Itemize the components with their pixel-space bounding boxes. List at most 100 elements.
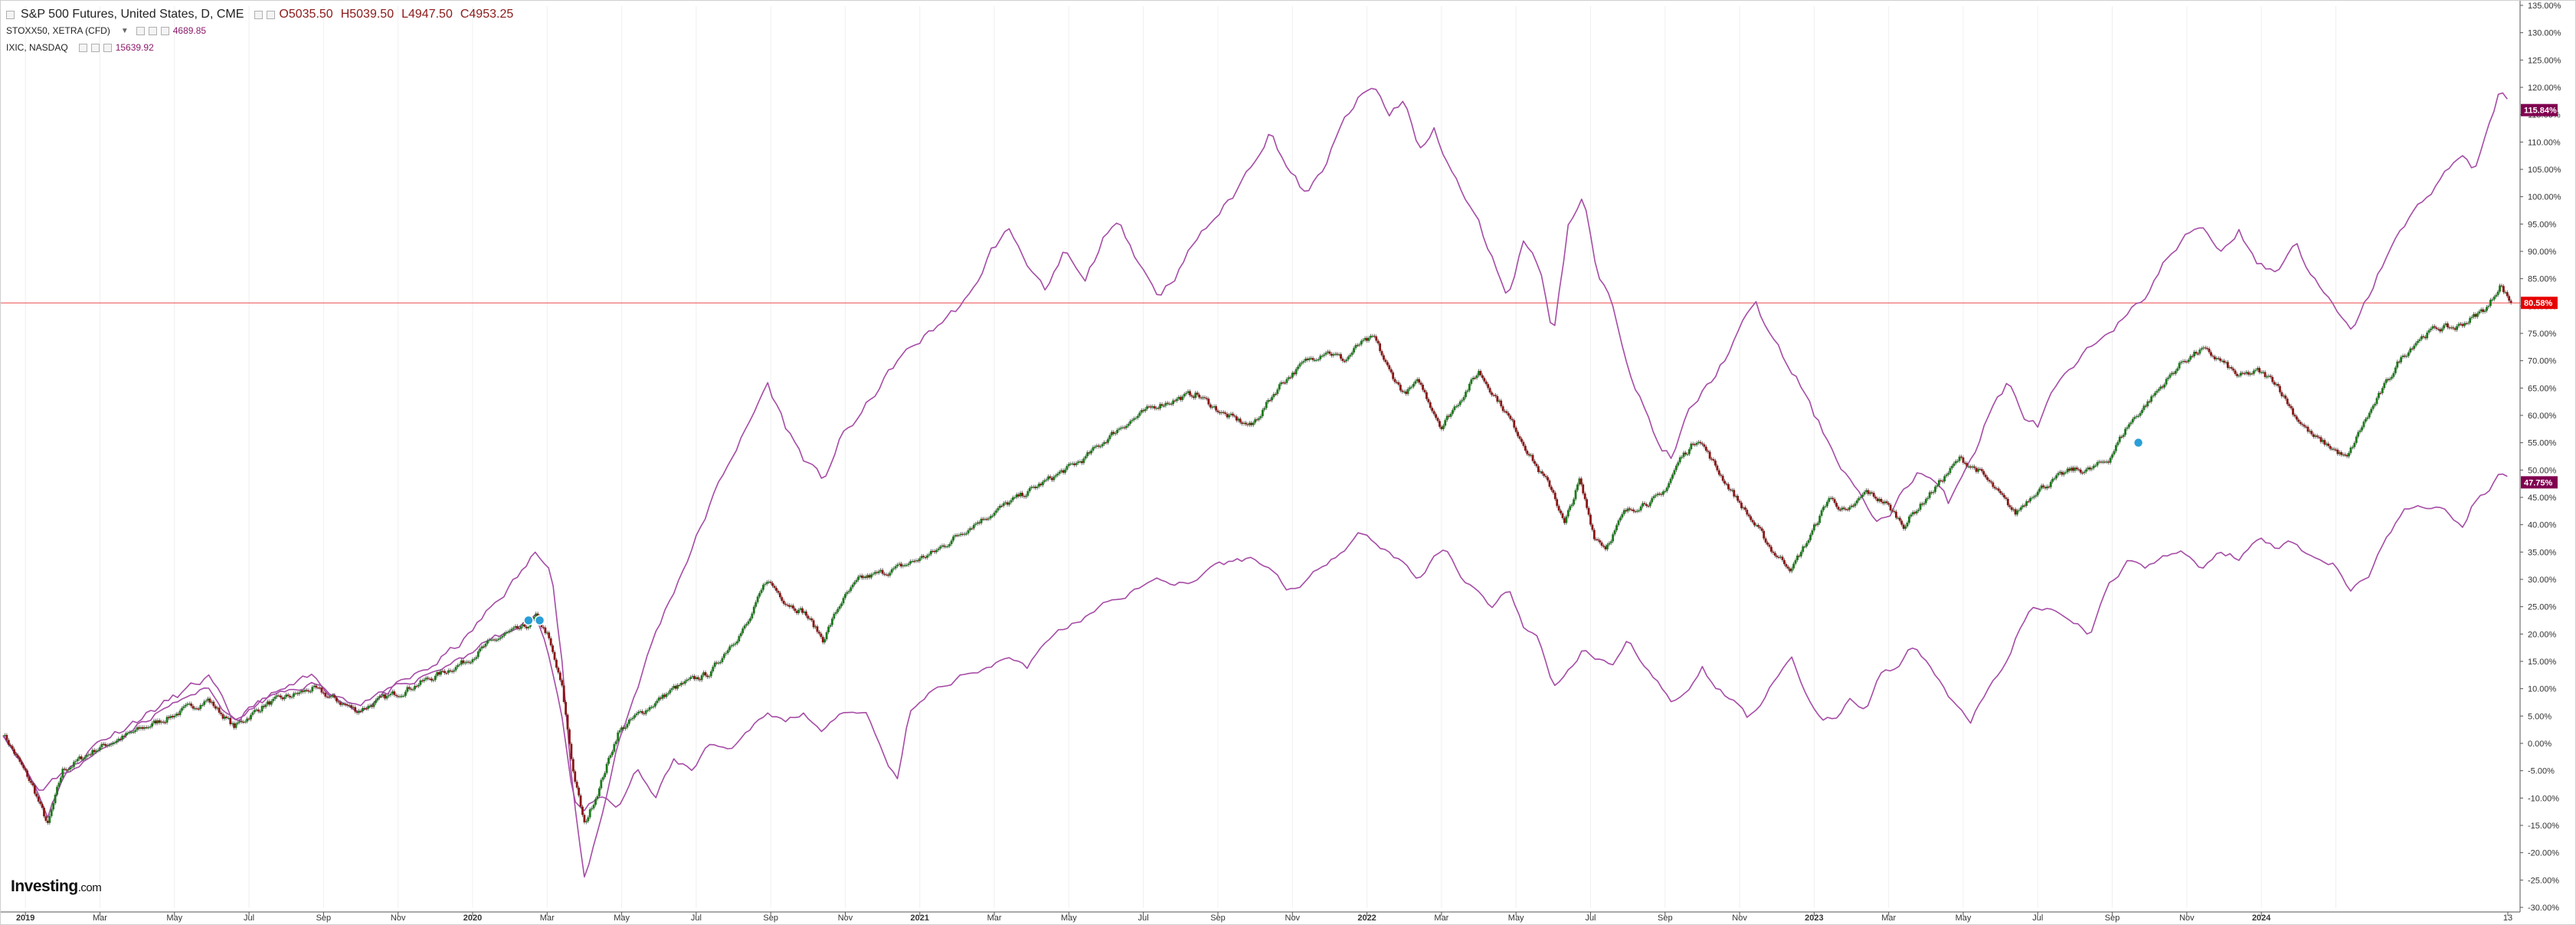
candle-body xyxy=(1298,363,1301,367)
candle-body xyxy=(969,528,971,530)
candle-body xyxy=(726,650,729,654)
candle-body xyxy=(1792,563,1795,569)
main-symbol-name: S&P 500 Futures, United States, D, CME xyxy=(21,8,244,21)
candle-body xyxy=(2424,336,2427,339)
candle-body xyxy=(1729,489,1732,490)
candle-body xyxy=(2463,323,2466,326)
settings-square-icon[interactable] xyxy=(254,10,263,19)
candle-body xyxy=(1034,487,1037,488)
candle-body xyxy=(1872,493,1875,497)
candle-body xyxy=(2422,336,2425,337)
candle-body xyxy=(1945,474,1948,477)
close-square-icon[interactable] xyxy=(103,43,112,52)
candle-body xyxy=(1505,411,1508,414)
candle-body xyxy=(1509,415,1512,419)
candle-body xyxy=(1107,439,1109,443)
candle-body xyxy=(643,713,646,714)
candle-body xyxy=(1211,406,1214,408)
candle-body xyxy=(332,695,334,697)
candle-body xyxy=(1125,425,1128,428)
candle-body xyxy=(810,618,813,621)
candle-body xyxy=(548,632,551,638)
candle-body xyxy=(499,637,502,639)
candle-body xyxy=(1465,392,1467,398)
candle-body xyxy=(2331,448,2334,450)
candle-body xyxy=(1863,491,1866,495)
candle-body xyxy=(462,660,465,664)
candle-body xyxy=(401,696,403,697)
candle-body xyxy=(1462,397,1465,401)
candle-body xyxy=(78,756,81,759)
settings-square-icon[interactable] xyxy=(136,26,145,35)
candle-body xyxy=(2269,376,2272,377)
candle-body xyxy=(1170,403,1173,405)
candle-body xyxy=(1835,503,1838,507)
collapse-toggle-icon[interactable] xyxy=(6,10,15,19)
candle-body xyxy=(259,711,262,713)
candle-body xyxy=(853,582,856,585)
candle-body xyxy=(2191,356,2194,357)
candle-body xyxy=(1770,546,1772,552)
candle-body xyxy=(2168,374,2172,378)
candle-body xyxy=(2126,427,2129,429)
candle-body xyxy=(725,653,728,654)
candle-body xyxy=(2070,467,2073,471)
candle-body xyxy=(1526,451,1529,454)
candle-body xyxy=(669,690,672,694)
candle-body xyxy=(808,618,811,620)
candle-body xyxy=(1986,477,1989,481)
candle-body xyxy=(199,705,202,710)
candle-body xyxy=(1203,397,1206,399)
close-square-icon[interactable] xyxy=(160,26,169,35)
candle-body xyxy=(224,717,226,719)
candle-body xyxy=(415,686,418,687)
candle-body xyxy=(1904,526,1907,529)
candle-body xyxy=(686,679,689,681)
candle-body xyxy=(959,533,962,536)
hide-square-icon[interactable] xyxy=(148,26,157,35)
candle-body xyxy=(1334,353,1337,355)
candle-body xyxy=(1513,420,1516,428)
candle-body xyxy=(1138,412,1141,416)
candle-body xyxy=(1755,525,1758,526)
candle-body xyxy=(205,700,208,702)
close-square-icon[interactable] xyxy=(267,10,276,19)
settings-square-icon[interactable] xyxy=(78,43,87,52)
candle-body xyxy=(1099,446,1102,448)
candle-body xyxy=(1315,359,1318,361)
candle-body xyxy=(488,639,491,641)
candle-body xyxy=(2111,454,2113,458)
candle-body xyxy=(44,816,47,822)
candle-body xyxy=(2005,497,2008,499)
hide-square-icon[interactable] xyxy=(90,43,100,52)
candle-body xyxy=(1229,413,1232,415)
candle-body xyxy=(1168,403,1171,405)
candle-body xyxy=(37,796,40,802)
candle-body xyxy=(579,795,582,807)
candle-body xyxy=(555,659,558,668)
candle-body xyxy=(298,692,301,694)
candle-body xyxy=(1997,488,2000,491)
candle-body xyxy=(972,524,975,529)
chevron-down-icon[interactable]: ▼ xyxy=(120,26,129,35)
candle-body xyxy=(609,755,612,758)
candle-body xyxy=(492,639,495,641)
candle-body xyxy=(195,708,198,710)
candle-body xyxy=(2049,481,2052,487)
candle-body xyxy=(286,694,290,697)
candle-body xyxy=(368,705,372,707)
candle-body xyxy=(2189,356,2192,360)
candle-body xyxy=(1412,383,1415,387)
candle-body xyxy=(1150,406,1152,408)
candle-body xyxy=(752,606,755,614)
candle-body xyxy=(181,707,183,711)
candle-body xyxy=(514,626,517,628)
candle-body xyxy=(1254,419,1257,423)
candle-body xyxy=(419,680,422,685)
candle-body xyxy=(2405,356,2408,357)
candle-body xyxy=(1194,392,1197,399)
candle-body xyxy=(319,687,321,689)
candle-body xyxy=(2184,360,2186,362)
candle-body xyxy=(2120,436,2123,438)
